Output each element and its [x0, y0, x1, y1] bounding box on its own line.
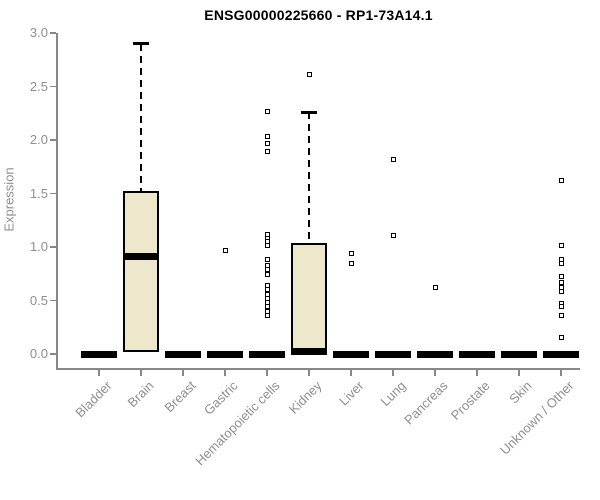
whisker-cap: [301, 110, 317, 114]
y-axis-line: [56, 33, 58, 368]
outlier-point: [558, 335, 564, 341]
outlier-point: [264, 149, 270, 155]
zero-boxplot-bar: [249, 350, 285, 358]
y-tick: [50, 192, 56, 195]
zero-boxplot-bar: [501, 350, 537, 358]
zero-boxplot-bar: [165, 350, 201, 358]
boxplot-box: [123, 191, 159, 352]
whisker-cap: [133, 42, 149, 46]
outlier-point: [222, 247, 228, 253]
outlier-point: [264, 243, 270, 249]
x-tick: [434, 369, 436, 376]
outlier-point: [558, 243, 564, 249]
zero-boxplot-bar: [81, 350, 117, 358]
x-tick: [392, 369, 394, 376]
whisker-line: [308, 112, 310, 243]
y-tick-label: 1.5: [29, 185, 48, 201]
x-category-label: Unknown / Other: [497, 378, 577, 458]
outlier-point: [558, 304, 564, 310]
x-category-label: Breast: [161, 378, 199, 416]
outlier-point: [558, 260, 564, 266]
y-tick: [50, 299, 56, 302]
y-tick-label: 2.0: [29, 132, 48, 147]
x-tick: [350, 369, 352, 376]
x-category-label: Brain: [124, 378, 157, 411]
x-category-label: Gastric: [200, 378, 241, 418]
outlier-point: [432, 285, 438, 291]
x-axis-line: [56, 368, 580, 370]
zero-boxplot-bar: [459, 350, 495, 358]
y-tick-label: 3.0: [29, 25, 48, 40]
x-tick: [98, 369, 100, 376]
outlier-point: [558, 178, 564, 184]
x-category-label: Skin: [506, 378, 535, 407]
y-tick-label: 0.5: [29, 292, 48, 308]
outlier-point: [264, 257, 270, 263]
median-line: [291, 348, 327, 356]
outlier-point: [348, 250, 354, 256]
x-category-label: Liver: [336, 378, 367, 409]
y-tick: [50, 85, 56, 88]
outlier-point: [264, 108, 270, 114]
x-tick: [140, 369, 142, 376]
y-tick-label: 1.0: [29, 239, 48, 254]
x-tick: [266, 369, 268, 376]
y-tick-label: 0.0: [29, 346, 48, 361]
outlier-point: [264, 266, 270, 272]
x-tick: [518, 369, 520, 376]
x-category-label: Lung: [377, 378, 409, 410]
y-tick: [50, 32, 56, 34]
outlier-point: [390, 232, 396, 238]
zero-boxplot-bar: [417, 350, 453, 358]
x-category-label: Bladder: [72, 378, 115, 421]
y-tick: [50, 246, 56, 248]
y-tick: [50, 139, 56, 141]
y-tick-label: 2.5: [29, 78, 48, 94]
x-tick: [476, 369, 478, 376]
outlier-point: [558, 279, 564, 285]
x-category-label: Kidney: [285, 378, 325, 417]
chart-title: ENSG00000225660 - RP1-73A14.1: [204, 7, 433, 23]
x-category-label: Prostate: [447, 378, 493, 423]
x-tick: [308, 369, 310, 376]
outlier-point: [558, 312, 564, 318]
y-tick: [50, 353, 56, 355]
outlier-point: [390, 156, 396, 162]
boxplot-box: [291, 242, 327, 352]
outlier-point: [264, 134, 270, 140]
zero-boxplot-bar: [375, 350, 411, 358]
whisker-line: [140, 43, 142, 192]
zero-boxplot-bar: [333, 350, 369, 358]
outlier-point: [264, 272, 270, 278]
outlier-point: [558, 289, 564, 295]
x-tick: [560, 369, 562, 376]
outlier-point: [348, 260, 354, 266]
outlier-point: [264, 140, 270, 146]
outlier-point: [558, 274, 564, 280]
zero-boxplot-bar: [543, 350, 579, 358]
x-tick: [182, 369, 184, 376]
x-tick: [224, 369, 226, 376]
zero-boxplot-bar: [207, 350, 243, 358]
median-line: [123, 253, 159, 261]
x-category-label: Pancreas: [401, 378, 451, 428]
outlier-point: [264, 312, 270, 318]
outlier-point: [306, 72, 312, 78]
